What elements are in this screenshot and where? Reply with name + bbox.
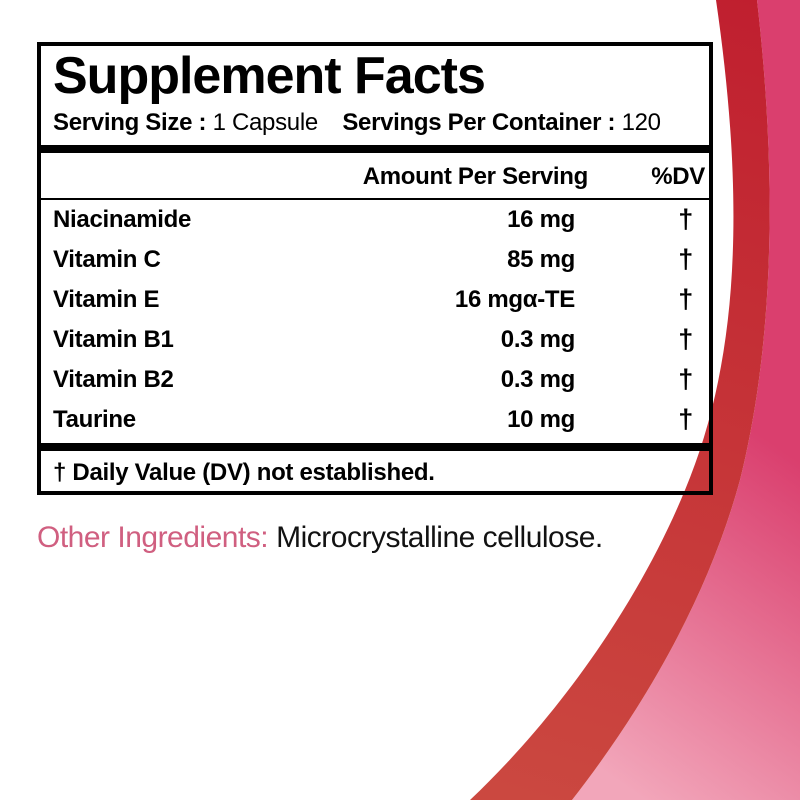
table-row: Taurine 10 mg † [53,400,697,440]
ingredient-name: Vitamin B2 [53,365,174,393]
supplement-facts-panel: Supplement Facts Serving Size : 1 Capsul… [37,42,713,495]
ingredient-rows: Niacinamide 16 mg † Vitamin C 85 mg † Vi… [53,200,697,440]
serving-size-value: 1 Capsule [212,109,319,136]
other-ingredients-line: Other Ingredients: Microcrystalline cellu… [37,521,603,556]
dagger-symbol: † [678,204,693,235]
table-row: Vitamin B2 0.3 mg † [53,360,697,400]
dagger-symbol: † [678,364,693,395]
dv-column-header: %DV [651,163,705,191]
dv-footnote: † Daily Value (DV) not established. [53,458,435,486]
table-row: Vitamin C 85 mg † [53,240,697,280]
ingredient-name: Taurine [53,405,136,433]
serving-info: Serving Size : 1 Capsule Servings Per Co… [53,109,697,136]
table-row: Vitamin B1 0.3 mg † [53,320,697,360]
ingredient-name: Vitamin E [53,285,160,313]
ingredient-amount: 16 mg [507,205,575,233]
table-row: Vitamin E 16 mgα-TE † [53,280,697,320]
servings-per-container-label: Servings Per Container : [342,109,616,136]
dagger-symbol: † [678,284,693,315]
column-header-row: Amount Per Serving %DV [53,163,706,191]
ingredient-amount: 0.3 mg [500,365,576,393]
ingredient-name: Vitamin B1 [53,325,174,353]
swoosh-pink-band [572,0,800,800]
serving-size-label: Serving Size : [53,109,207,136]
ingredient-amount: 85 mg [507,245,575,273]
divider-thick-bottom [41,442,709,451]
ingredient-amount: 10 mg [507,405,575,433]
ingredient-name: Vitamin C [53,245,161,273]
dagger-symbol: † [678,324,693,355]
ingredient-name: Niacinamide [53,205,192,233]
dagger-symbol: † [678,404,693,435]
panel-title: Supplement Facts [53,47,486,105]
dagger-symbol: † [678,244,693,275]
divider-thin [41,197,709,200]
other-ingredients-value: Microcrystalline cellulose. [276,521,603,554]
servings-per-container-value: 120 [621,109,661,136]
ingredient-amount: 16 mgα-TE [454,285,575,313]
divider-thick-top [41,145,709,154]
ingredient-amount: 0.3 mg [500,325,576,353]
other-ingredients-label: Other Ingredients: [37,521,269,554]
table-row: Niacinamide 16 mg † [53,200,697,240]
amount-column-header: Amount Per Serving [362,163,589,191]
swoosh-red-band [470,0,770,800]
